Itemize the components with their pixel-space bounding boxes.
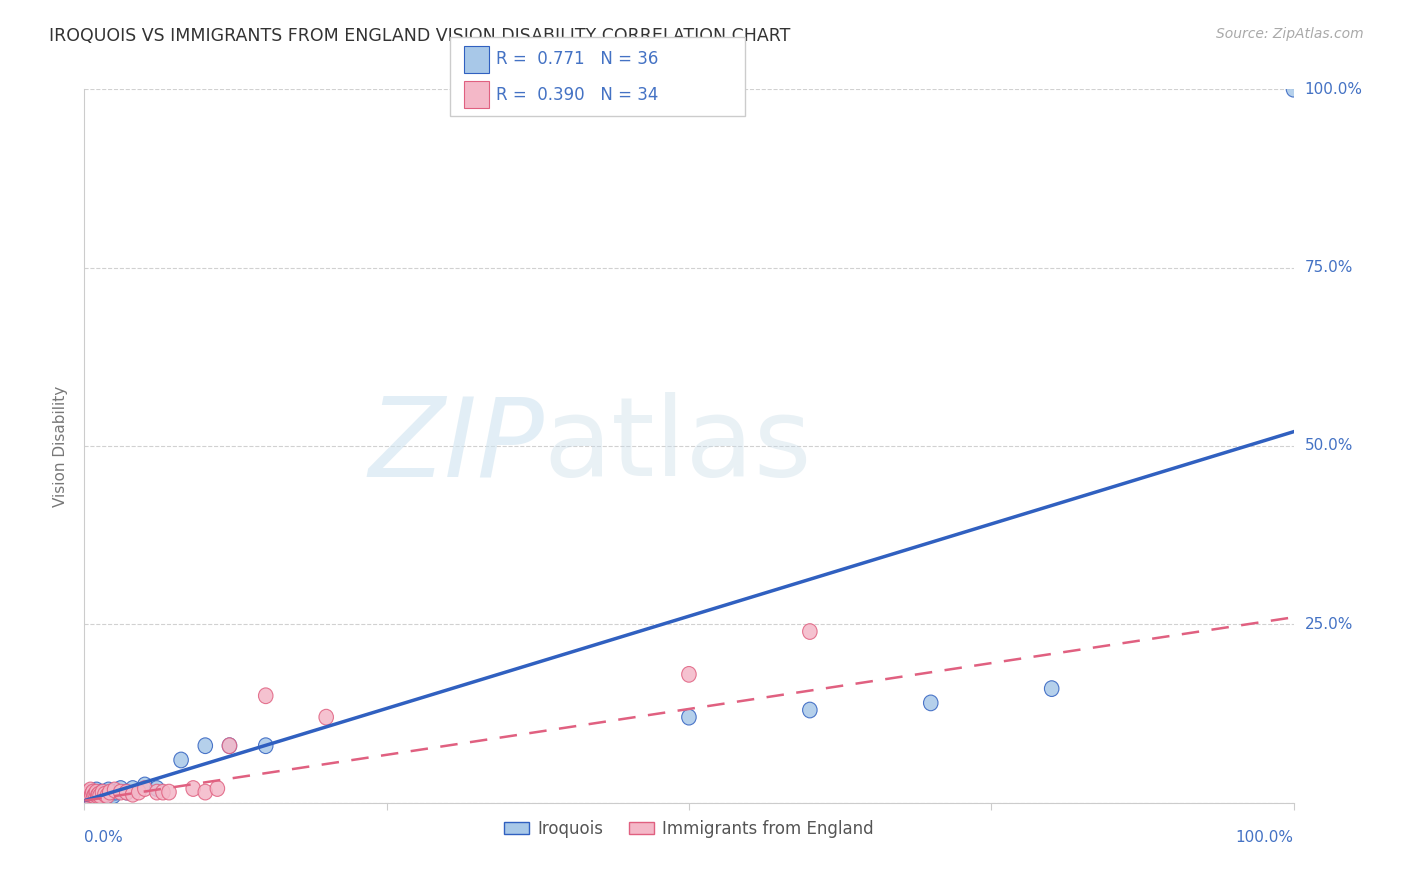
- Ellipse shape: [120, 784, 134, 800]
- Ellipse shape: [82, 784, 97, 800]
- Ellipse shape: [86, 788, 100, 804]
- Ellipse shape: [108, 784, 124, 800]
- Ellipse shape: [91, 785, 105, 801]
- Text: 0.0%: 0.0%: [84, 830, 124, 845]
- Text: R =  0.771   N = 36: R = 0.771 N = 36: [496, 51, 658, 69]
- Ellipse shape: [96, 784, 110, 800]
- Text: 100.0%: 100.0%: [1305, 82, 1362, 96]
- Ellipse shape: [79, 787, 93, 802]
- Text: ZIP: ZIP: [368, 392, 544, 500]
- Ellipse shape: [90, 787, 105, 802]
- Ellipse shape: [84, 787, 98, 802]
- Ellipse shape: [125, 787, 141, 802]
- Ellipse shape: [186, 780, 201, 797]
- Ellipse shape: [87, 784, 101, 800]
- Ellipse shape: [89, 784, 104, 800]
- Ellipse shape: [90, 788, 105, 804]
- Ellipse shape: [91, 787, 105, 802]
- Ellipse shape: [97, 788, 111, 804]
- Ellipse shape: [259, 688, 273, 704]
- Ellipse shape: [83, 788, 97, 804]
- Ellipse shape: [89, 782, 104, 797]
- Ellipse shape: [107, 782, 122, 797]
- Ellipse shape: [924, 695, 938, 711]
- Ellipse shape: [101, 782, 115, 797]
- Ellipse shape: [174, 752, 188, 768]
- Ellipse shape: [89, 787, 103, 802]
- Ellipse shape: [97, 787, 112, 802]
- Ellipse shape: [682, 709, 696, 725]
- Ellipse shape: [80, 788, 94, 804]
- Ellipse shape: [209, 780, 225, 797]
- Text: 100.0%: 100.0%: [1236, 830, 1294, 845]
- Text: 50.0%: 50.0%: [1305, 439, 1353, 453]
- Ellipse shape: [105, 788, 121, 804]
- Ellipse shape: [132, 784, 146, 800]
- Ellipse shape: [319, 709, 333, 725]
- Ellipse shape: [138, 780, 152, 797]
- Ellipse shape: [149, 784, 165, 800]
- Y-axis label: Vision Disability: Vision Disability: [53, 385, 69, 507]
- Ellipse shape: [100, 788, 115, 804]
- Text: Source: ZipAtlas.com: Source: ZipAtlas.com: [1216, 27, 1364, 41]
- Ellipse shape: [222, 738, 236, 754]
- Ellipse shape: [83, 782, 97, 797]
- Ellipse shape: [803, 624, 817, 640]
- Ellipse shape: [259, 738, 273, 754]
- Ellipse shape: [103, 784, 117, 800]
- Ellipse shape: [84, 787, 98, 802]
- Ellipse shape: [93, 788, 107, 804]
- Ellipse shape: [114, 780, 128, 797]
- Ellipse shape: [125, 780, 141, 797]
- Ellipse shape: [138, 777, 152, 793]
- Ellipse shape: [89, 788, 103, 804]
- Text: IROQUOIS VS IMMIGRANTS FROM ENGLAND VISION DISABILITY CORRELATION CHART: IROQUOIS VS IMMIGRANTS FROM ENGLAND VISI…: [49, 27, 790, 45]
- Ellipse shape: [156, 784, 170, 800]
- Legend: Iroquois, Immigrants from England: Iroquois, Immigrants from England: [498, 814, 880, 845]
- Ellipse shape: [104, 787, 118, 802]
- Text: 25.0%: 25.0%: [1305, 617, 1353, 632]
- Ellipse shape: [87, 788, 101, 804]
- Text: atlas: atlas: [544, 392, 813, 500]
- Ellipse shape: [98, 784, 114, 800]
- Ellipse shape: [80, 789, 94, 805]
- Ellipse shape: [97, 787, 112, 802]
- Ellipse shape: [93, 788, 107, 804]
- Ellipse shape: [162, 784, 176, 800]
- Ellipse shape: [80, 787, 96, 802]
- Ellipse shape: [120, 784, 134, 800]
- Ellipse shape: [1286, 81, 1301, 97]
- Ellipse shape: [114, 784, 128, 800]
- Ellipse shape: [682, 666, 696, 682]
- Ellipse shape: [222, 738, 236, 754]
- Ellipse shape: [79, 788, 93, 804]
- Text: 75.0%: 75.0%: [1305, 260, 1353, 275]
- Ellipse shape: [96, 784, 110, 800]
- Ellipse shape: [94, 787, 108, 802]
- Ellipse shape: [198, 738, 212, 754]
- Ellipse shape: [82, 787, 97, 802]
- Ellipse shape: [86, 784, 100, 800]
- Text: R =  0.390   N = 34: R = 0.390 N = 34: [496, 86, 658, 103]
- Ellipse shape: [803, 702, 817, 718]
- Ellipse shape: [198, 784, 212, 800]
- Ellipse shape: [80, 784, 96, 800]
- Ellipse shape: [1045, 681, 1059, 697]
- Ellipse shape: [149, 780, 165, 797]
